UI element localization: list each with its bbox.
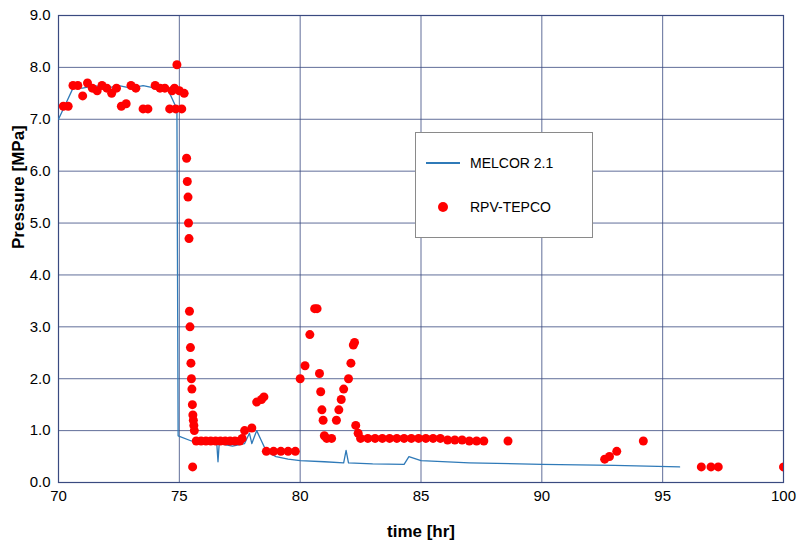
svg-text:Pressure [MPa]: Pressure [MPa]	[9, 125, 28, 249]
svg-text:9.0: 9.0	[30, 6, 51, 23]
svg-text:95: 95	[654, 487, 671, 504]
svg-text:0.0: 0.0	[30, 473, 51, 490]
svg-text:2.0: 2.0	[30, 370, 51, 387]
svg-text:7.0: 7.0	[30, 110, 51, 127]
svg-text:75: 75	[171, 487, 188, 504]
svg-text:90: 90	[533, 487, 550, 504]
svg-text:80: 80	[292, 487, 309, 504]
svg-text:3.0: 3.0	[30, 318, 51, 335]
svg-text:6.0: 6.0	[30, 162, 51, 179]
svg-text:85: 85	[413, 487, 430, 504]
svg-text:4.0: 4.0	[30, 266, 51, 283]
svg-text:100: 100	[771, 487, 796, 504]
html-text:MELCOR 2.1: MELCOR 2.1	[470, 155, 554, 171]
svg-text:5.0: 5.0	[30, 214, 51, 231]
svg-text:8.0: 8.0	[30, 58, 51, 75]
svg-text:1.0: 1.0	[30, 421, 51, 438]
svg-text:time [hr]: time [hr]	[387, 522, 455, 541]
html-text:RPV-TEPCO: RPV-TEPCO	[470, 199, 551, 215]
svg-text:70: 70	[50, 487, 67, 504]
